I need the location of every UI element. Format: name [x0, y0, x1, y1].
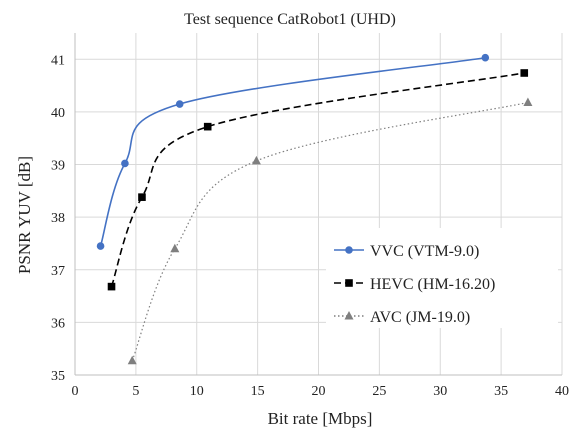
x-tick-label: 5	[132, 384, 139, 399]
series-line-2	[131, 101, 529, 362]
x-axis-label: Bit rate [Mbps]	[268, 409, 373, 428]
y-tick-label: 41	[51, 53, 65, 68]
x-tick-label: 20	[312, 384, 326, 399]
data-point	[203, 122, 212, 131]
data-point	[520, 69, 529, 77]
x-tick-label: 30	[433, 384, 447, 399]
series-line-1	[110, 72, 525, 287]
data-point	[251, 155, 261, 165]
x-tick-label: 40	[555, 384, 569, 399]
legend-marker	[345, 246, 353, 254]
y-tick-label: 37	[51, 264, 65, 279]
legend-box	[326, 228, 558, 328]
series-line-0	[99, 56, 486, 247]
x-tick-label: 35	[494, 384, 508, 399]
data-point	[175, 100, 184, 108]
y-tick-label: 35	[51, 369, 65, 384]
data-point	[481, 53, 490, 62]
axes: 0 5 10 15 20 25 30 35 40 35 36 37 38 39 40 41	[51, 33, 569, 399]
legend: VVC (VTM-9.0) HEVC (HM-16.20) AVC (JM-19.0…	[334, 243, 495, 326]
x-tick-label: 25	[372, 384, 386, 399]
x-tick-label: 0	[72, 384, 79, 399]
chart-title: Test sequence CatRobot1 (UHD)	[184, 11, 396, 28]
data-point	[170, 243, 180, 253]
x-tick-label: 10	[190, 384, 204, 399]
y-tick-label: 36	[51, 316, 65, 331]
x-tick-label: 15	[251, 384, 265, 399]
legend-label: HEVC (HM-16.20)	[370, 276, 495, 293]
data-point	[107, 282, 116, 291]
legend-label: AVC (JM-19.0)	[370, 309, 470, 326]
legend-marker	[344, 311, 354, 320]
y-tick-label: 38	[51, 211, 65, 226]
series-group	[96, 53, 533, 365]
data-point	[138, 193, 146, 201]
data-point	[127, 355, 137, 365]
data-point	[121, 159, 129, 168]
legend-label: VVC (VTM-9.0)	[370, 243, 479, 260]
grid	[74, 33, 563, 376]
data-point	[523, 97, 533, 106]
y-tick-label: 40	[51, 106, 65, 121]
data-point	[96, 242, 105, 250]
y-tick-label: 39	[51, 159, 65, 174]
legend-marker	[345, 279, 353, 287]
y-axis-label: PSNR YUV [dB]	[15, 156, 34, 274]
